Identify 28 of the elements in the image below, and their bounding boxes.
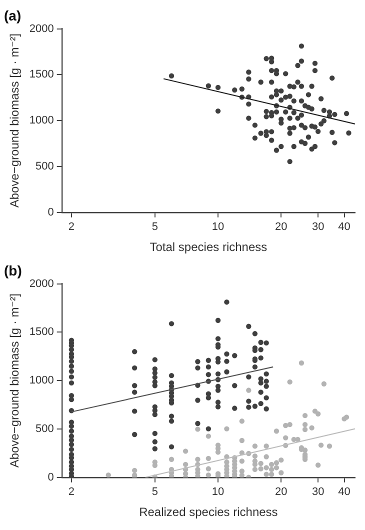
- y-tick-label: 1500: [29, 326, 54, 338]
- y-tick-label: 1000: [29, 114, 54, 127]
- y-tick-label: 1500: [29, 68, 54, 81]
- y-axis-title: Above−ground biomass [g · m⁻²]: [8, 34, 22, 208]
- x-tick-label: 2: [68, 221, 75, 234]
- chart-title: (a): [4, 7, 22, 24]
- y-tick-label: 0: [48, 471, 54, 484]
- x-axis-title: Total species richness: [150, 240, 268, 254]
- y-tick-label: 2000: [29, 278, 54, 290]
- chart-title: (b): [4, 262, 22, 278]
- x-tick-label: 40: [338, 221, 350, 234]
- y-axis-title: Above−ground biomass [g · m⁻²]: [8, 294, 22, 468]
- x-tick-label: 30: [312, 221, 324, 234]
- x-axis-title: Realized species richness: [139, 505, 278, 520]
- x-tick-label: 20: [275, 221, 288, 234]
- x-tick-label: 5: [152, 221, 158, 234]
- y-tick-label: 500: [36, 423, 54, 436]
- y-tick-label: 500: [36, 160, 54, 173]
- x-tick-label: 10: [212, 221, 224, 234]
- x-tick-label: 40: [338, 486, 350, 498]
- x-tick-label: 30: [312, 486, 324, 498]
- y-tick-label: 1000: [29, 374, 54, 387]
- x-tick-label: 2: [68, 486, 75, 498]
- x-tick-label: 5: [152, 486, 158, 498]
- x-tick-label: 10: [212, 486, 224, 498]
- y-tick-label: 2000: [29, 22, 54, 35]
- y-tick-label: 0: [48, 206, 54, 218]
- x-tick-label: 20: [275, 486, 288, 498]
